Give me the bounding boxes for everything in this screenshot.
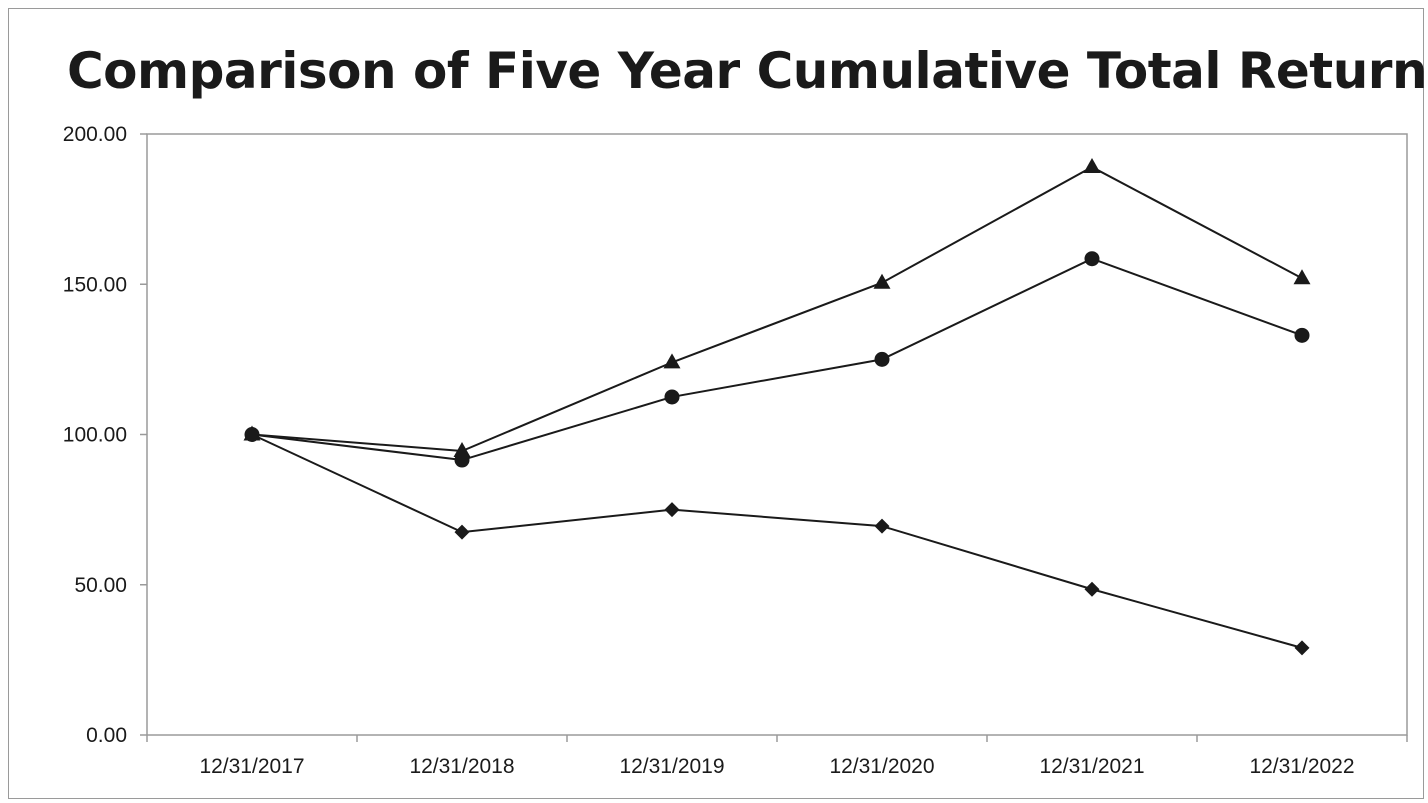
data-point-circle xyxy=(874,351,890,367)
x-tick-label: 12/31/2020 xyxy=(829,755,934,778)
y-tick-label: 200.00 xyxy=(63,123,127,146)
data-point-circle xyxy=(1294,327,1310,343)
x-tick-label: 12/31/2018 xyxy=(409,755,514,778)
data-point-circle xyxy=(454,452,470,468)
x-tick-label: 12/31/2019 xyxy=(619,755,724,778)
data-point-diamond xyxy=(664,502,680,518)
data-point-diamond xyxy=(244,427,260,442)
y-tick-label: 150.00 xyxy=(63,273,127,296)
y-tick-label: 0.00 xyxy=(86,724,127,747)
chart-title: Comparison of Five Year Cumulative Total… xyxy=(66,42,1428,100)
y-tick-label: 100.00 xyxy=(63,424,127,447)
x-tick-label: 12/31/2021 xyxy=(1039,755,1144,778)
data-point-circle xyxy=(1084,251,1100,267)
data-point-triangle xyxy=(453,442,471,458)
data-point-triangle xyxy=(663,353,681,369)
plot-area xyxy=(146,133,1408,736)
series-line-circle xyxy=(251,257,1303,462)
data-point-diamond xyxy=(874,518,890,534)
data-point-diamond xyxy=(1294,640,1310,656)
data-point-diamond xyxy=(1084,581,1100,597)
data-point-circle xyxy=(664,389,680,405)
data-point-triangle xyxy=(1293,269,1311,285)
data-point-triangle xyxy=(873,273,891,289)
data-point-triangle xyxy=(1083,158,1101,174)
x-tick-label: 12/31/2022 xyxy=(1249,755,1354,778)
chart-frame xyxy=(8,8,1424,799)
data-point-diamond xyxy=(454,524,470,540)
series-line-triangle xyxy=(251,165,1303,453)
y-tick-label: 50.00 xyxy=(74,574,127,597)
series-line-diamond xyxy=(251,433,1303,649)
x-tick-label: 12/31/2017 xyxy=(199,755,304,778)
